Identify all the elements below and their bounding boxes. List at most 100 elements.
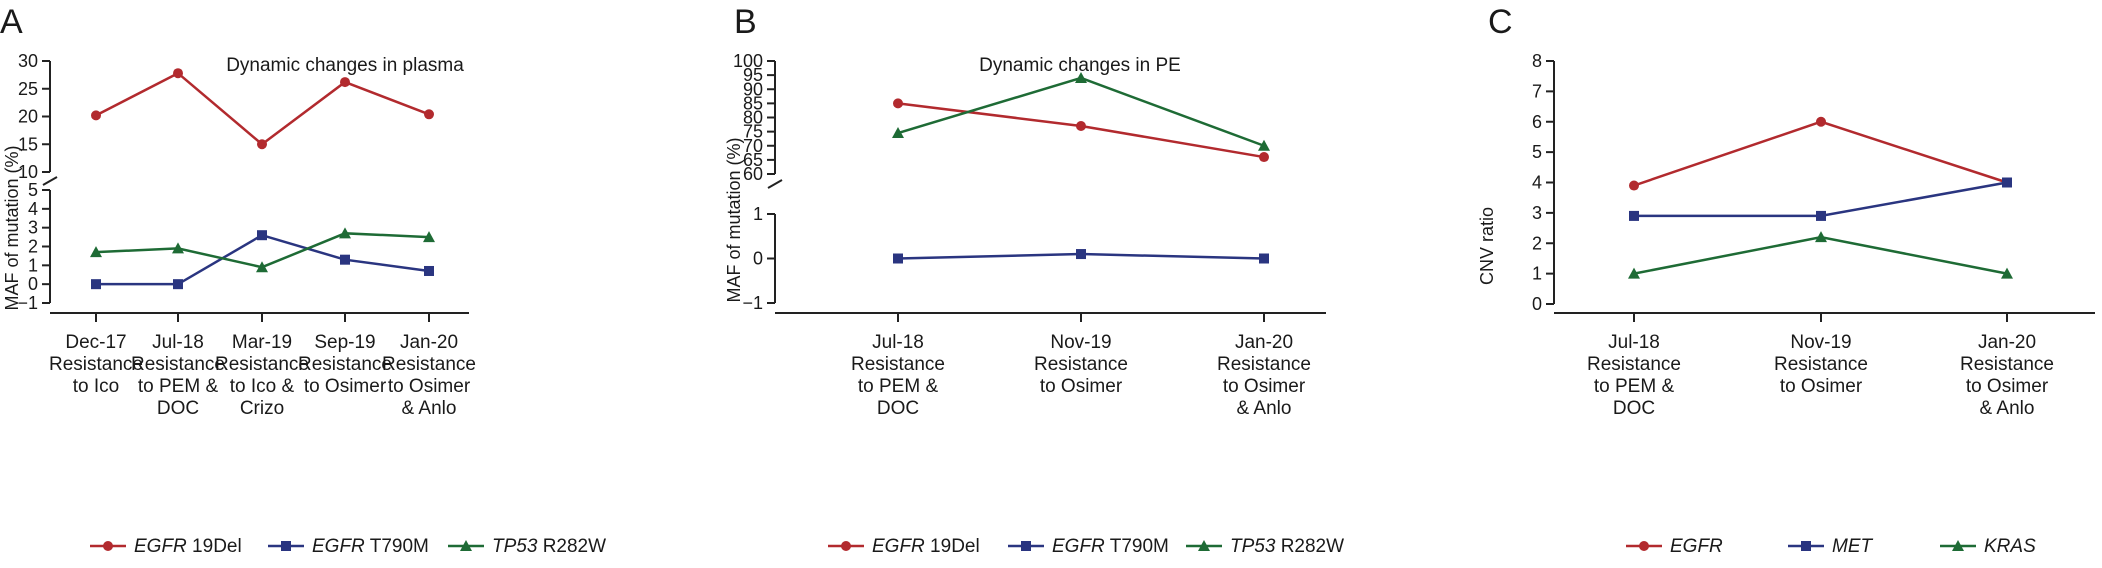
panel-c-y-tick-label: 5 — [1532, 142, 1542, 162]
panel-b-lower-tick-label: 0 — [753, 249, 763, 269]
panel-b-x-category-label: Resistance — [851, 354, 945, 375]
panel-a-upper-tick-label: 20 — [18, 107, 38, 127]
panel-c-x-category-label: Resistance — [1587, 354, 1681, 375]
panel-b-x-category-label: & Anlo — [1237, 398, 1292, 419]
panel-a-x-category-label: Jul-18 — [152, 332, 204, 353]
panel-c-y-tick-label: 7 — [1532, 81, 1542, 101]
panel-b-line-2 — [897, 76, 1265, 147]
panel-a-label: A — [0, 3, 23, 41]
panel-c-x-category-label: Nov-19 — [1790, 332, 1851, 353]
panel-b-x-category-label: to Osimer — [1040, 376, 1123, 397]
panel-a-legend-label: EGFR T790M — [312, 536, 429, 557]
panel-a-legend-marker — [281, 541, 291, 551]
panel-b-label: B — [734, 3, 757, 41]
panel-b-x-category-label: Jan-20 — [1235, 332, 1293, 353]
panel-c-x-category-label: DOC — [1613, 398, 1655, 419]
panel-b-upper-tick-label: 60 — [743, 164, 763, 184]
panel-b-point-1 — [1076, 249, 1086, 260]
panel-a-point-0 — [257, 139, 267, 150]
panel-a-legend-marker — [103, 541, 113, 551]
panel-c-y-tick-label: 1 — [1532, 264, 1542, 284]
panel-c-axis: 0 1 2 3 4 5 6 7 8 — [1532, 51, 1555, 314]
panel-b-x-category-label: Jul-18 — [872, 332, 924, 353]
panel-a-x-category-label: Crizo — [240, 398, 284, 419]
panel-a-x-category-label: to Ico — [73, 376, 119, 397]
panel-b-point-0 — [893, 98, 903, 109]
panel-a-lower-tick-label: 0 — [28, 274, 38, 294]
panel-b-x-category-label: to PEM & — [858, 376, 939, 397]
panel-a-x-category-label: Dec-17 — [65, 332, 126, 353]
panel-b: B Dynamic changes in PE MAF of mutation … — [724, 3, 1344, 557]
panel-c-label: C — [1488, 3, 1513, 41]
panel-b-point-1 — [1259, 253, 1269, 264]
panel-b-lower-axis: −1 0 1 — [742, 204, 776, 313]
panel-a-x-category-label: DOC — [157, 398, 199, 419]
panel-a-x-category-label: Mar-19 — [232, 332, 292, 353]
panel-a-point-2 — [339, 227, 351, 239]
panel-a-title: Dynamic changes in plasma — [226, 55, 464, 76]
panel-c-x-category-label: to Osimer — [1966, 376, 2049, 397]
panel-c-legend: EGFR MET KRAS — [1626, 536, 2036, 557]
panel-c-legend-marker — [1801, 541, 1811, 551]
panel-b-lower-tick-label: 1 — [753, 204, 763, 224]
panel-a-legend-label: EGFR 19Del — [134, 536, 242, 557]
panel-a-lower-tick-label: 5 — [28, 180, 38, 200]
panel-a-point-2 — [90, 246, 102, 258]
panel-b-upper-tick-label: 90 — [743, 79, 763, 99]
panel-a-point-1 — [340, 254, 350, 265]
panel-b-upper-tick-label: 65 — [743, 150, 763, 170]
panel-b-x-category-label: Nov-19 — [1050, 332, 1111, 353]
panel-b-upper-tick-label: 75 — [743, 122, 763, 142]
panel-a-x-category-label: Resistance — [215, 354, 309, 375]
panel-c-legend-label: EGFR — [1670, 536, 1723, 557]
panel-a-lower-tick-label: 2 — [28, 237, 38, 257]
panel-b-legend-label: TP53 R282W — [1230, 536, 1344, 557]
panel-c-point-2 — [1815, 231, 1827, 243]
panel-a-y-axis-label: MAF of mutation (%) — [2, 145, 22, 310]
panel-b-title: Dynamic changes in PE — [979, 55, 1181, 76]
panel-a-x-category-label: Resistance — [298, 354, 392, 375]
panel-c-point-2 — [1628, 267, 1640, 279]
panel-a-x-category-label: to Ico & — [230, 376, 295, 397]
panel-b-axis-break — [767, 179, 783, 189]
panel-a-point-2 — [172, 242, 184, 254]
panel-b-point-0 — [1076, 120, 1086, 131]
panel-b-point-2 — [1075, 71, 1087, 83]
panel-a-lower-tick-label: 4 — [28, 199, 38, 219]
panel-c-y-tick-label: 6 — [1532, 112, 1542, 132]
panel-c-legend-marker — [1639, 541, 1649, 551]
panel-a-point-1 — [91, 279, 101, 290]
panel-a-point-1 — [257, 230, 267, 241]
panel-b-lower-tick-label: −1 — [742, 293, 763, 313]
panel-a-legend-marker — [460, 540, 472, 551]
panel-a-legend: EGFR 19Del EGFR T790M TP53 R282W — [90, 536, 606, 557]
panel-c-line-2 — [1633, 235, 2008, 275]
panel-c-x-category-label: Resistance — [1960, 354, 2054, 375]
panel-b-point-2 — [892, 127, 904, 139]
panel-a-upper-tick-label: 15 — [18, 134, 38, 154]
panel-a-x-category-label: to Osimer — [304, 376, 387, 397]
panel-c-x-category-label: Jan-20 — [1978, 332, 2036, 353]
panel-c-y-tick-label: 8 — [1532, 51, 1542, 71]
panel-c-x-category-label: to PEM & — [1594, 376, 1675, 397]
panel-a-x-category-label: Resistance — [131, 354, 225, 375]
panel-b-point-0 — [1259, 152, 1269, 163]
panel-b-upper-tick-label: 70 — [743, 136, 763, 156]
panel-c-legend-label: MET — [1832, 536, 1874, 557]
panel-c-y-tick-label: 0 — [1532, 294, 1542, 314]
panel-a-x-category-label: Resistance — [382, 354, 476, 375]
panel-a-point-2 — [256, 261, 268, 273]
panel-b-legend-marker — [1021, 541, 1031, 551]
panel-a-series — [90, 68, 435, 290]
panel-c-legend-label: KRAS — [1984, 536, 2036, 557]
panel-a-x-category-label: & Anlo — [402, 398, 457, 419]
panel-b-x-category-label: Resistance — [1217, 354, 1311, 375]
panel-a-point-1 — [424, 265, 434, 276]
panel-a-line-0 — [95, 71, 430, 146]
panel-c-legend-marker — [1952, 540, 1964, 551]
panel-b-point-1 — [893, 253, 903, 264]
panel-b-x-category-label: to Osimer — [1223, 376, 1306, 397]
